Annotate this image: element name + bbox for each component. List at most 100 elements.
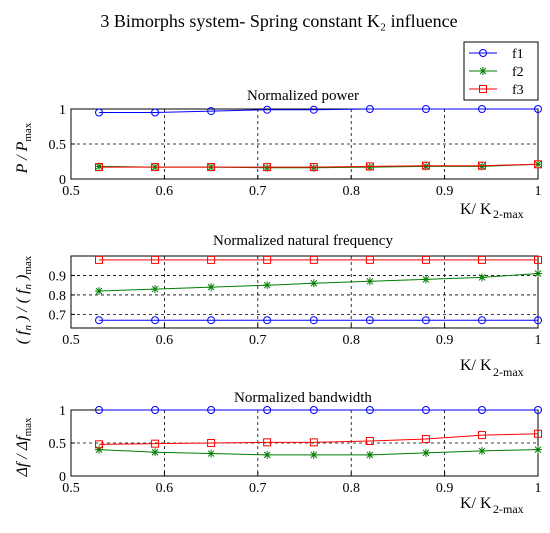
data-point (477, 162, 486, 171)
data-point (365, 162, 374, 171)
data-point (207, 406, 216, 414)
data-point (309, 255, 318, 264)
x-tick-label: 0.7 (249, 184, 267, 199)
data-point (421, 406, 430, 414)
x-tick-label: 0.6 (156, 481, 174, 496)
data-point (421, 275, 430, 284)
data-point (477, 105, 486, 113)
plot-area (70, 255, 539, 329)
data-point (534, 160, 542, 169)
series-f2 (95, 269, 542, 296)
data-point (309, 105, 318, 114)
data-point (365, 277, 374, 286)
data-point (207, 163, 216, 172)
data-point (263, 105, 272, 114)
subplot-1-xlabel: K/ K 2-max (460, 201, 524, 221)
data-point (309, 163, 318, 172)
svg-text:P / Pmax: P / Pmax (14, 122, 34, 174)
x-tick-label: 0.5 (62, 333, 80, 348)
series-f1 (95, 105, 542, 117)
data-point (421, 161, 430, 170)
plot-area (70, 409, 539, 477)
y-tick-label: 0 (59, 470, 66, 485)
y-tick-label: 1 (59, 404, 66, 419)
svg-text:2-max: 2-max (493, 207, 524, 221)
data-point (421, 255, 430, 264)
data-point (365, 105, 374, 113)
data-point (477, 431, 486, 440)
legend-label-f2: f2 (512, 65, 524, 80)
subplot-2-xlabel: K/ K 2-max (460, 357, 524, 379)
x-tick-label: 0.8 (342, 184, 360, 199)
data-point (263, 255, 272, 264)
svg-text:Δf / Δfmax: Δf / Δfmax (14, 417, 34, 478)
legend-entry-f1: f1 (469, 47, 524, 62)
series-f1 (95, 316, 542, 325)
data-point (477, 273, 486, 282)
svg-text:2-max: 2-max (493, 502, 524, 516)
data-point (365, 163, 374, 172)
data-point (534, 445, 542, 454)
svg-text:K/ K: K/ K (460, 495, 492, 512)
data-point (365, 316, 374, 325)
subplot-2-title: Normalized natural frequency (213, 233, 393, 249)
data-point (534, 406, 542, 414)
data-point (207, 107, 216, 116)
data-point (477, 316, 486, 325)
data-point (263, 438, 272, 447)
data-point (365, 437, 374, 446)
data-point (151, 163, 160, 172)
subplot-1-ylabel: P / Pmax (14, 122, 34, 174)
data-point (477, 406, 486, 414)
data-point (421, 435, 430, 444)
square-marker-icon (479, 85, 487, 93)
legend-label-f3: f3 (512, 83, 524, 98)
data-point (365, 255, 374, 264)
legend-entry-f2: f2 (469, 65, 524, 80)
x-tick-label: 0.9 (436, 184, 454, 199)
subplot-1-title: Normalized power (247, 88, 359, 104)
data-point (207, 316, 216, 325)
data-point (477, 161, 486, 170)
figure-title: 3 Bimorphs system- Spring constant K₂ in… (100, 11, 457, 31)
subplot-2-ylabel: ( fn ) / ( fn )max (14, 255, 34, 344)
data-point (365, 406, 374, 414)
svg-text:K/ K: K/ K (460, 201, 492, 218)
data-point (421, 448, 430, 457)
data-point (95, 287, 104, 296)
subplot-3-title: Normalized bandwidth (234, 390, 372, 406)
data-point (207, 255, 216, 264)
data-point (207, 283, 216, 292)
x-tick-label: 0.8 (342, 333, 360, 348)
subplot-2: 0.5 0.6 0.7 0.8 0.9 1 0.7 0.8 0.9 (49, 255, 542, 348)
data-point (534, 429, 542, 438)
series-line-f1 (99, 108, 538, 113)
y-tick-label: 0.5 (49, 437, 67, 452)
data-point (151, 255, 160, 264)
legend-label-f1: f1 (512, 47, 524, 62)
x-tick-label: 0.9 (436, 333, 454, 348)
y-tick-label: 0.7 (49, 308, 67, 323)
data-point (151, 448, 160, 457)
data-point (309, 406, 318, 414)
x-tick-label: 1 (535, 184, 542, 199)
data-point (95, 255, 104, 264)
data-point (477, 446, 486, 455)
x-tick-label: 0.7 (249, 333, 267, 348)
data-point (151, 108, 160, 117)
data-point (309, 438, 318, 447)
data-point (207, 439, 216, 447)
x-tick-label: 1 (535, 333, 542, 348)
data-point (534, 269, 542, 278)
y-tick-label: 0.9 (49, 269, 67, 284)
svg-text:2-max: 2-max (493, 365, 524, 379)
series-f3 (95, 160, 542, 172)
data-point (309, 450, 318, 459)
x-tick-label: 0.8 (342, 481, 360, 496)
x-tick-label: 0.6 (156, 184, 174, 199)
x-tick-label: 0.7 (249, 481, 267, 496)
data-point (477, 255, 486, 264)
data-point (95, 108, 104, 117)
data-point (263, 316, 272, 325)
